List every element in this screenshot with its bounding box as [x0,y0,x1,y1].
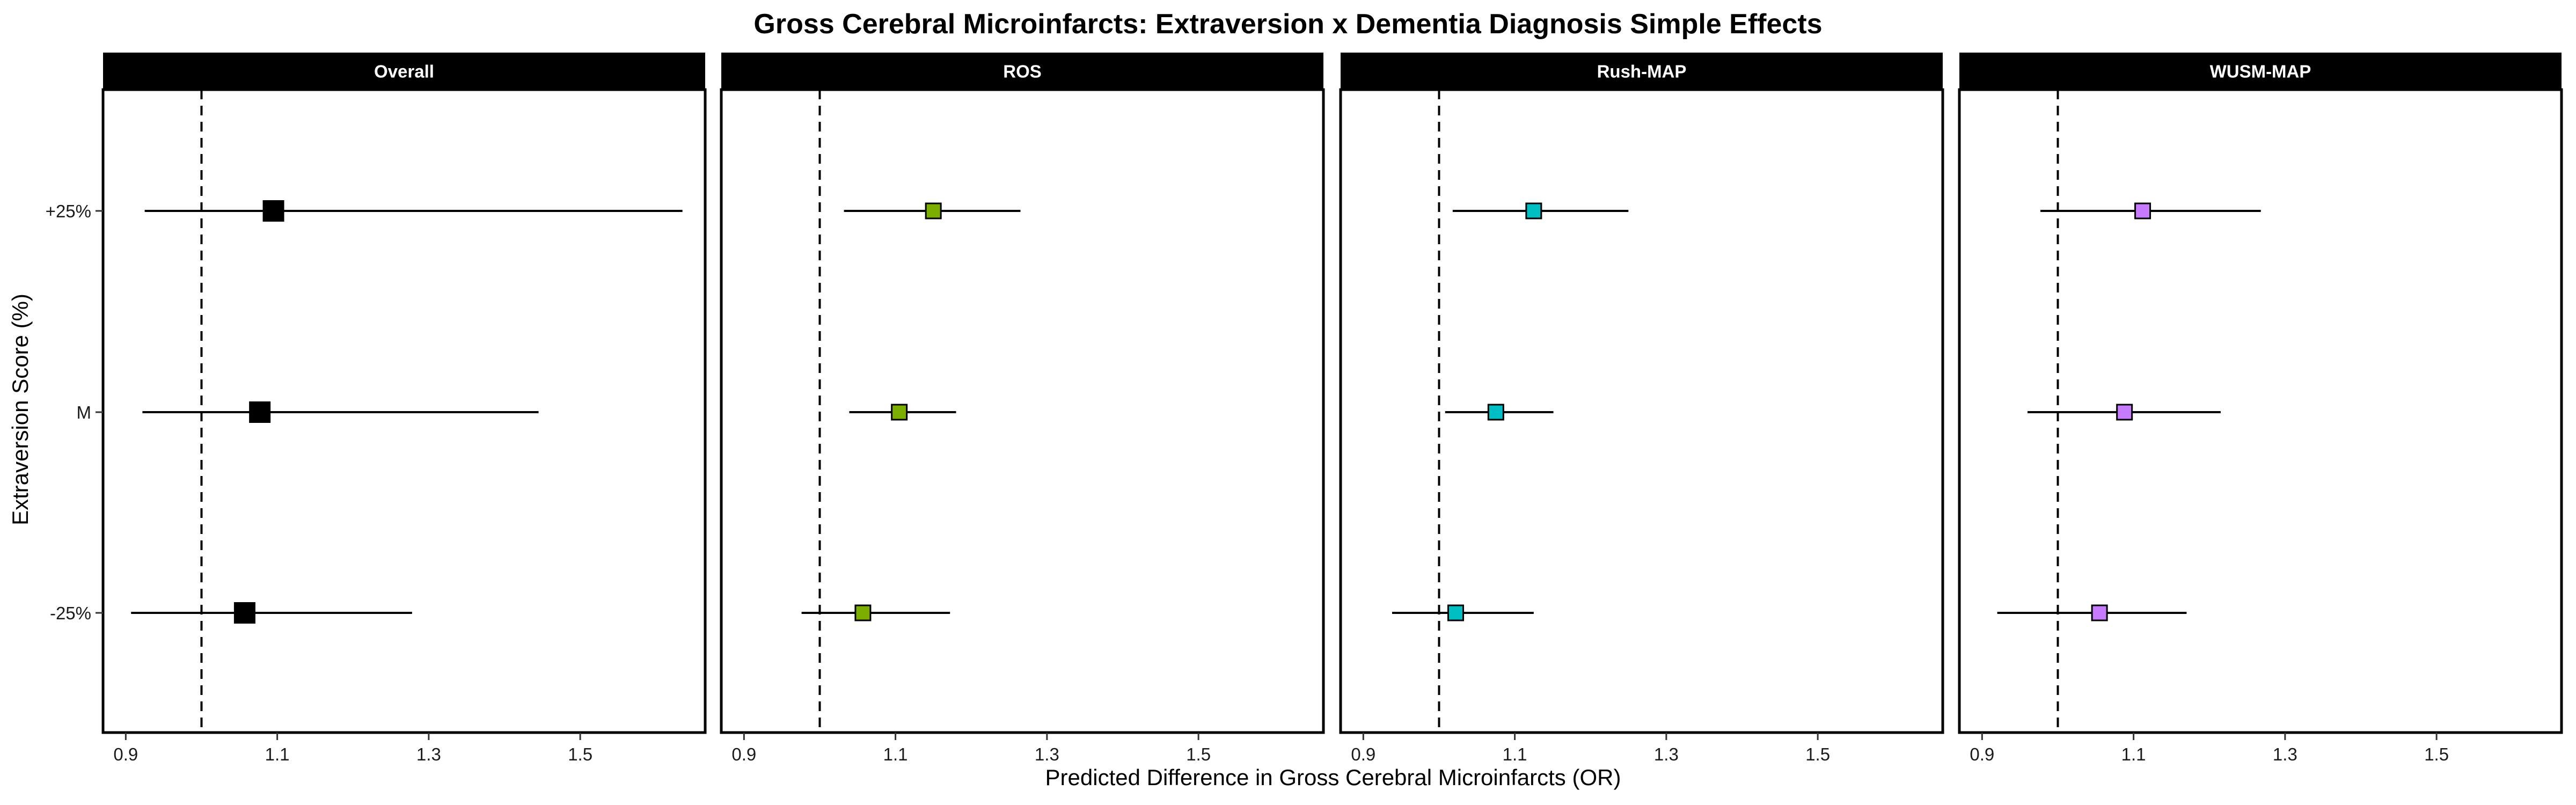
x-tick-label: 1.1 [883,744,908,764]
facet-strip [1341,53,1943,90]
panel-border [101,88,707,734]
facet-strip-label: ROS [1003,62,1042,82]
y-axis: +25% M -25% [46,201,103,623]
point-mean [2116,404,2133,421]
x-tick-label: 0.9 [731,744,756,764]
facet-strip-label: WUSM-MAP [2210,62,2311,82]
x-tick-label: 1.1 [1503,744,1527,764]
facet-strip-label: Rush-MAP [1597,62,1687,82]
point-minus25 [1447,604,1465,621]
panel-border [1339,88,1944,734]
x-tick-label: 0.9 [1970,744,1994,764]
facet-strip-label: Overall [374,62,434,82]
y-axis-title: Extraversion Score (%) [8,294,33,525]
point-minus25 [2091,604,2108,621]
x-tick-label: 1.1 [2121,744,2146,764]
facet-strip [1959,53,2562,90]
point-plus25 [2134,202,2151,219]
x-tick-label: 0.9 [1351,744,1375,764]
panel-ros: ROS 0.9 1.1 1.3 1.5 [720,53,1325,764]
panel-border [720,88,1325,734]
x-tick-label: 1.3 [2273,744,2297,764]
y-tick-label: +25% [46,201,91,221]
y-tick-label: -25% [50,603,91,623]
x-tick-label: 0.9 [113,744,138,764]
point-mean [1487,404,1504,421]
x-tick-label: 1.5 [1186,744,1211,764]
panel-rush-map: Rush-MAP 0.9 1.1 1.3 1.5 [1339,53,1944,764]
panel-overall: Overall 0.9 1.1 1.3 1.5 [101,53,707,764]
chart-title: Gross Cerebral Microinfarcts: Extraversi… [753,9,1822,40]
point-mean [249,401,271,423]
x-tick-label: 1.5 [568,744,592,764]
panel-wusm-map: WUSM-MAP 0.9 1.1 1.3 1.5 [1958,53,2563,764]
x-tick-label: 1.3 [416,744,441,764]
x-tick-label: 1.1 [265,744,290,764]
panel-border [1958,88,2563,734]
point-plus25 [262,200,284,222]
x-tick-label: 1.3 [1654,744,1679,764]
point-minus25 [854,604,872,621]
x-tick-label: 1.5 [2424,744,2449,764]
point-plus25 [1525,202,1542,219]
facet-strip [103,53,705,90]
point-mean [891,404,908,421]
point-minus25 [233,602,255,624]
facet-strip [721,53,1323,90]
x-tick-label: 1.3 [1035,744,1059,764]
y-tick-label: M [77,402,92,422]
x-tick-label: 1.5 [1805,744,1830,764]
x-axis-title: Predicted Difference in Gross Cerebral M… [1045,765,1621,790]
point-plus25 [925,202,942,219]
